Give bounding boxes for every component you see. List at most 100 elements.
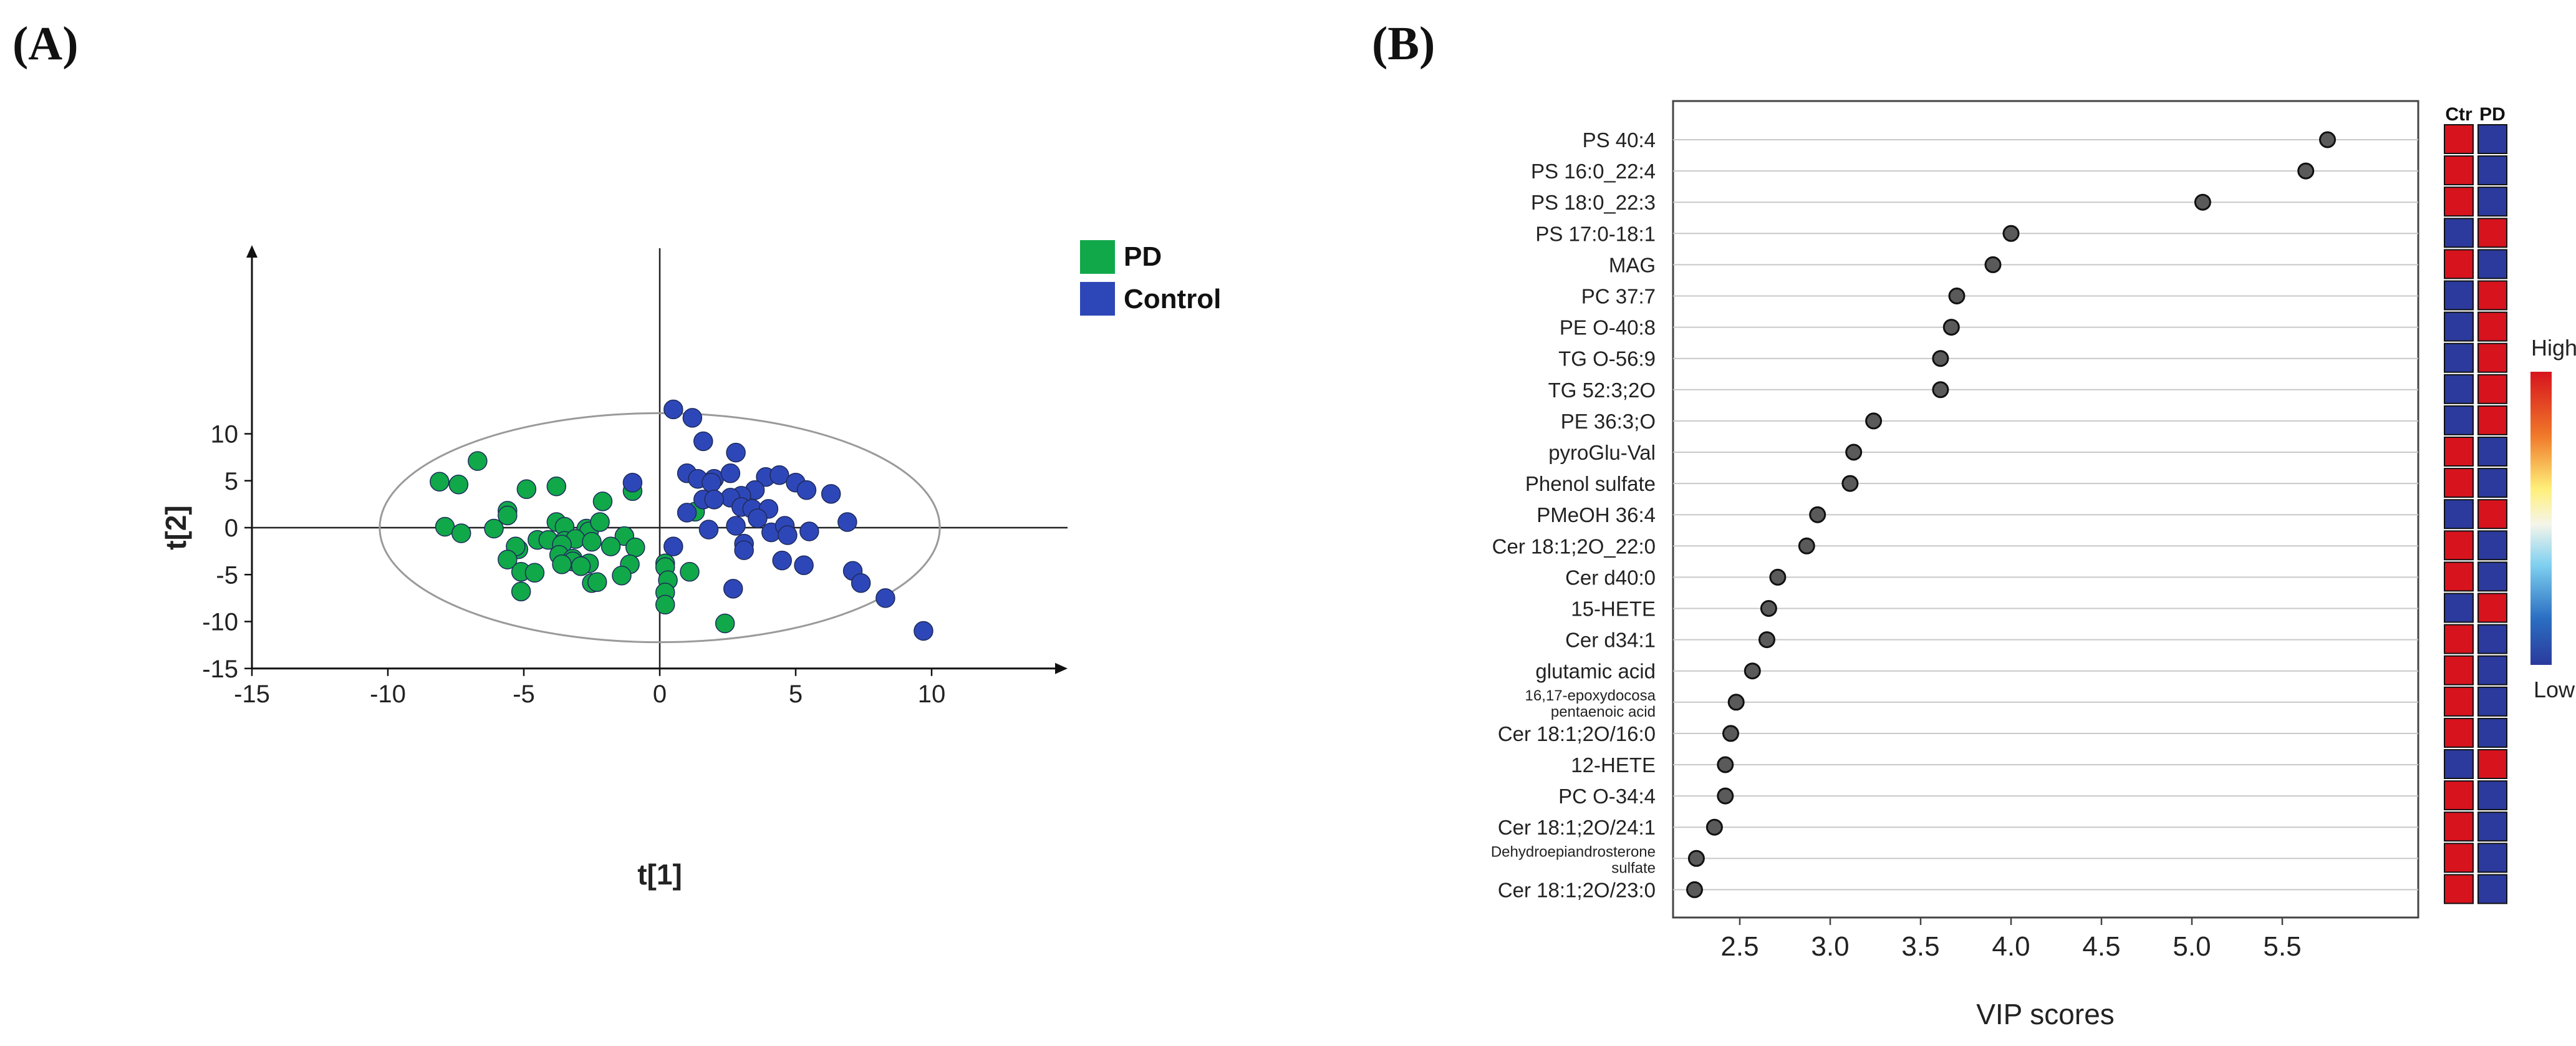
heatmap-cell-pd — [2477, 843, 2507, 873]
row-label: Dehydroepiandrosterone — [1491, 843, 1656, 860]
vip-point — [1932, 350, 1949, 367]
vip-point — [1686, 881, 1703, 898]
heatmap-cell-pd — [2477, 311, 2507, 342]
vip-x-tick-label: 3.5 — [1901, 931, 1939, 962]
point-control — [720, 463, 741, 483]
y-tick-label: -5 — [216, 561, 238, 589]
heatmap-cell-ctr — [2444, 405, 2474, 435]
vip-point — [1932, 381, 1949, 399]
heatmap-header-pd: PD — [2479, 104, 2506, 125]
point-control — [772, 550, 792, 571]
row-label: PE O-40:8 — [1560, 316, 1656, 339]
point-control — [799, 521, 819, 541]
heatmap-cell-pd — [2477, 749, 2507, 779]
heatmap-cell-ctr — [2444, 593, 2474, 623]
heatmap-cell-pd — [2477, 811, 2507, 842]
vip-point — [1809, 506, 1826, 523]
point-control — [704, 490, 724, 510]
y-tick-label: 5 — [224, 468, 238, 495]
row-label: 12-HETE — [1571, 753, 1656, 777]
row-label: PS 18:0_22:3 — [1531, 191, 1656, 214]
vip-point — [1798, 537, 1815, 554]
heatmap-cell-pd — [2477, 686, 2507, 717]
point-pd — [448, 475, 469, 495]
y-tick-label: 0 — [224, 515, 238, 542]
point-control — [851, 573, 871, 593]
point-pd — [582, 531, 602, 552]
heatmap-cell-ctr — [2444, 374, 2474, 404]
point-pd — [590, 512, 610, 532]
y-tick-label: 10 — [211, 421, 239, 448]
point-pd — [546, 477, 567, 496]
legend: PD Control — [1080, 240, 1221, 316]
heatmap-cell-pd — [2477, 499, 2507, 530]
point-control — [821, 484, 841, 504]
heatmap-cell-ctr — [2444, 499, 2474, 530]
heatmap-cell-pd — [2477, 593, 2507, 623]
x-tick-label: -15 — [234, 680, 270, 708]
heatmap-cell-pd — [2477, 874, 2507, 904]
heatmap-cell-ctr — [2444, 780, 2474, 811]
row-label: TG O-56:9 — [1558, 347, 1656, 370]
row-label: PS 40:4 — [1583, 128, 1656, 152]
vip-x-tick-label: 5.0 — [2173, 931, 2211, 962]
row-label: 16,17-epoxydocosa — [1525, 687, 1656, 704]
y-tick-label: -10 — [202, 609, 238, 636]
vip-point — [1758, 631, 1775, 649]
row-label: pyroGlu-Val — [1548, 441, 1656, 464]
heatmap-cell-pd — [2477, 374, 2507, 404]
point-control — [622, 473, 643, 493]
heatmap-cell-ctr — [2444, 155, 2474, 186]
vip-point — [1845, 443, 1863, 461]
heatmap-cell-pd — [2477, 249, 2507, 279]
heatmap-cell-ctr — [2444, 561, 2474, 592]
heatmap-cell-ctr — [2444, 437, 2474, 467]
x-tick-label: 10 — [918, 680, 946, 708]
row-label: PC O-34:4 — [1558, 785, 1656, 808]
heatmap-cell-pd — [2477, 280, 2507, 311]
vip-point — [1942, 319, 1960, 336]
panel-a-label: (A) — [12, 17, 79, 70]
heatmap-cell-ctr — [2444, 874, 2474, 904]
vip-x-tick-label: 5.5 — [2263, 931, 2301, 962]
heatmap-cell-pd — [2477, 530, 2507, 561]
x-tick-label: 0 — [653, 680, 667, 708]
row-label: Cer 18:1;2O/23:0 — [1498, 878, 1656, 901]
vip-row-labels: PS 40:4 PS 16:0_22:4 PS 18:0_22:3 PS 17:0-1… — [1491, 128, 1656, 901]
heatmap-cell-pd — [2477, 342, 2507, 373]
point-control — [723, 579, 743, 599]
point-control — [677, 503, 697, 523]
point-pd — [592, 492, 613, 511]
heatmap-cell-pd — [2477, 155, 2507, 186]
point-control — [794, 555, 814, 575]
heatmap-cell-pd — [2477, 624, 2507, 654]
vip-point — [1984, 256, 2002, 273]
vip-point — [1727, 694, 1745, 711]
panel-b-label: (B) — [1372, 17, 1435, 70]
heatmap-cell-ctr — [2444, 218, 2474, 248]
heatmap-cell-ctr — [2444, 811, 2474, 842]
point-pd — [612, 566, 632, 586]
y-tick-label: -15 — [202, 656, 238, 683]
legend-swatch-pd — [1080, 240, 1115, 274]
point-control — [693, 431, 713, 452]
row-label: PS 17:0-18:1 — [1535, 222, 1656, 245]
point-pd — [430, 472, 450, 492]
heatmap-cell-ctr — [2444, 249, 2474, 279]
score-plot-points — [430, 399, 933, 641]
row-label: PE 36:3;O — [1561, 410, 1656, 433]
vip-point — [2002, 225, 2020, 242]
vip-point — [1717, 756, 1734, 773]
vip-point — [1865, 412, 1883, 430]
point-control — [914, 621, 933, 641]
vip-x-axis-label: VIP scores — [1976, 998, 2115, 1030]
x-tick-label: -5 — [513, 680, 535, 708]
vip-point — [2297, 162, 2315, 180]
point-control — [663, 399, 683, 420]
heatmap-cell-ctr — [2444, 280, 2474, 311]
legend-swatch-control — [1080, 282, 1115, 316]
point-pd — [680, 561, 700, 582]
vip-gridlines — [1673, 139, 2418, 891]
point-control — [837, 512, 857, 532]
heatmap-cell-ctr — [2444, 342, 2474, 373]
